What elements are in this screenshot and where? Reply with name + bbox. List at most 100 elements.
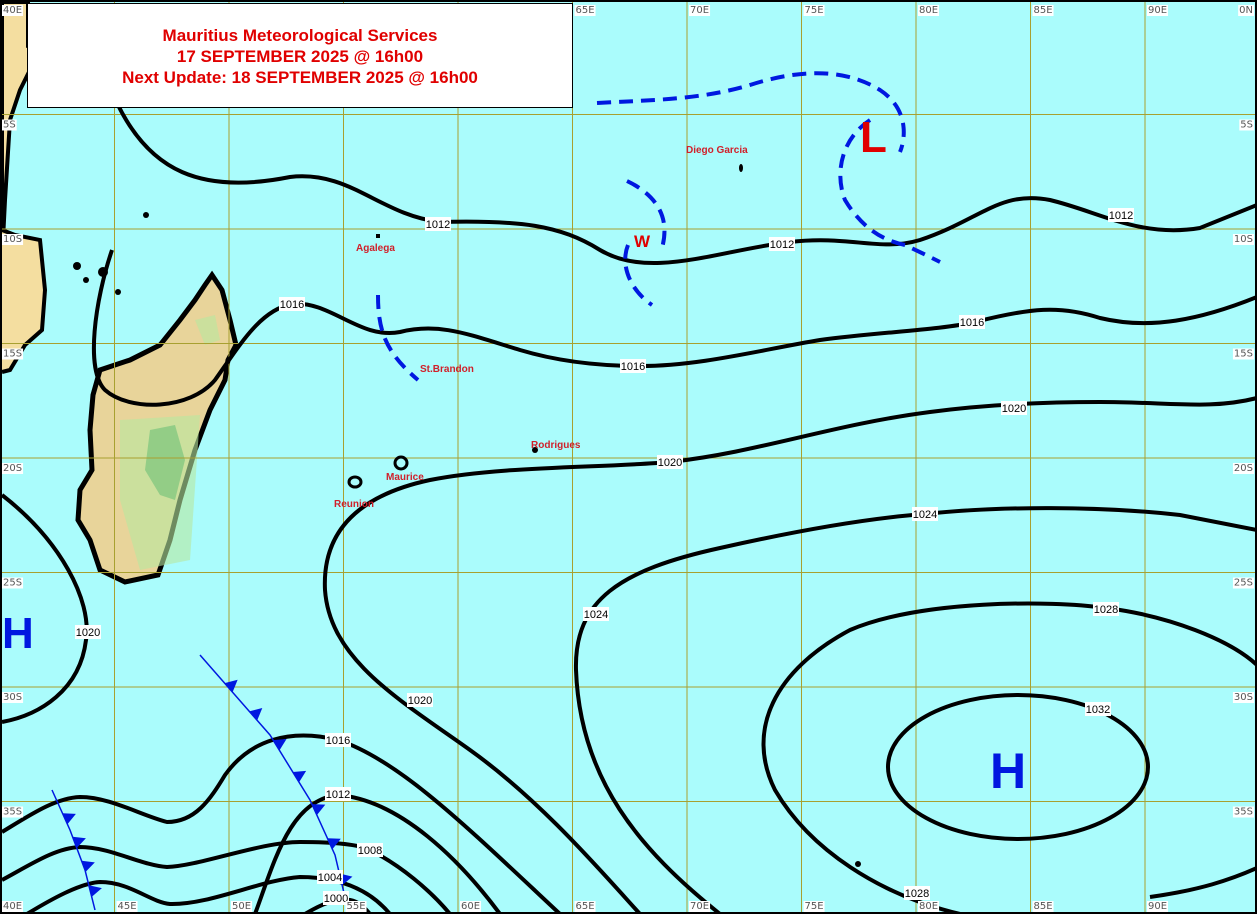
isobar-1032: [886, 693, 1150, 841]
isobar-label-bg: [1001, 401, 1027, 415]
isobar-label-bg: [904, 886, 930, 900]
lat-label-left: 15S: [3, 349, 22, 360]
isobar-1024: [573, 506, 1257, 914]
isobar-1020-west: [0, 493, 89, 724]
cold-front-triangle: [249, 707, 263, 721]
lat-label-right: 30S: [1234, 692, 1253, 703]
cold-front-triangle: [88, 885, 102, 897]
isobar-label: 1004: [318, 872, 342, 884]
lat-label-right: 35S: [1234, 807, 1253, 818]
lat-label-left: 25S: [3, 578, 22, 589]
lat-label-right: 25S: [1234, 578, 1253, 589]
lat-label-right: 10S: [1234, 234, 1253, 245]
isobar-1028: [761, 601, 1257, 914]
troughs: [376, 71, 941, 382]
isobar-label-bg: [407, 693, 433, 707]
lon-label-top: 80E: [919, 5, 938, 16]
isobar-label: 1008: [358, 845, 382, 857]
isobar-label: 1024: [584, 609, 608, 621]
cold-front-triangle: [62, 813, 76, 825]
trough-st-brandon: [376, 294, 420, 382]
lon-label-bottom: 70E: [690, 901, 709, 912]
madagascar-vegetation: [120, 315, 220, 570]
place-diego-garcia: Diego Garcia: [686, 145, 748, 156]
lat-label-left: 20S: [3, 463, 22, 474]
isobar-label-bg: [583, 607, 609, 621]
title-box: Mauritius Meteorological Services 17 SEP…: [27, 3, 573, 108]
lon-label-top: 85E: [1034, 5, 1053, 16]
cold-front-west: [51, 789, 96, 911]
trough-north: [596, 71, 906, 153]
cold-front-triangle: [292, 770, 307, 783]
lat-label-right: 0N: [1239, 5, 1253, 16]
isobar-label: 1016: [280, 299, 304, 311]
lon-label-top: 65E: [576, 5, 595, 16]
isobar-label: 1016: [621, 361, 645, 373]
lon-label-bottom: 85E: [1034, 901, 1053, 912]
low-pressure-center: L: [860, 113, 887, 162]
place-rodrigues: Rodrigues: [531, 440, 581, 451]
lon-label-bottom: 65E: [576, 901, 595, 912]
lon-label-top: 70E: [690, 5, 709, 16]
cold-front-triangle: [81, 860, 95, 873]
isobar-label-bg: [959, 315, 985, 329]
lat-label-right: 5S: [1240, 120, 1253, 131]
lon-label-bottom: 50E: [232, 901, 251, 912]
isobar-label: 1028: [905, 888, 929, 900]
isobar-label-bg: [357, 843, 383, 857]
trough-low: [838, 118, 941, 264]
isobar-label: 1012: [770, 239, 794, 251]
isobar-label: 1020: [76, 627, 100, 639]
isobar-label-bg: [425, 217, 451, 231]
isobar-label-bg: [657, 455, 683, 469]
isobar-label-bg: [1108, 208, 1134, 222]
isobar-1020: [322, 396, 1257, 914]
lon-label-bottom: 80E: [919, 901, 938, 912]
lon-label-top: 90E: [1148, 5, 1167, 16]
isobar-label: 1032: [1086, 704, 1110, 716]
lon-label-bottom: 90E: [1148, 901, 1167, 912]
trough-w-lower: [623, 244, 654, 307]
isobar-label: 1012: [1109, 210, 1133, 222]
cold-front-triangle: [224, 679, 238, 693]
isobar-label: 1024: [913, 509, 937, 521]
isobar-label-bg: [1085, 702, 1111, 716]
isobar-label: 1012: [326, 789, 350, 801]
agency-name: Mauritius Meteorological Services: [162, 26, 438, 45]
station-markers: [347, 164, 861, 867]
isobar-1008-sw: [1, 839, 452, 914]
lon-label-bottom: 55E: [347, 901, 366, 912]
isobar-1012-north: [116, 104, 1257, 266]
lon-label-bottom: 45E: [118, 901, 137, 912]
next-update: Next Update: 18 SEPTEMBER 2025 @ 16h00: [122, 68, 478, 87]
lat-label-left: 30S: [3, 692, 22, 703]
isobar-label: 1028: [1094, 604, 1118, 616]
isobar-1016-north: [91, 249, 1257, 407]
lon-label-top: 75E: [805, 5, 824, 16]
valid-time: 17 SEPTEMBER 2025 @ 16h00: [176, 47, 424, 66]
lat-label-right: 20S: [1234, 463, 1253, 474]
place-maurice: Maurice: [386, 472, 424, 483]
place-reunion: Reunion: [334, 499, 374, 510]
lat-label-left: 5S: [3, 120, 16, 131]
lat-label-left: 10S: [3, 234, 22, 245]
isobar-label: 1016: [326, 735, 350, 747]
high-pressure-center-east: H: [990, 743, 1026, 799]
place-agalega: Agalega: [356, 243, 395, 254]
isobar-label-bg: [317, 870, 343, 884]
lon-label-bottom: 60E: [461, 901, 480, 912]
isobar-label-bg: [279, 297, 305, 311]
isobar-label: 1020: [408, 695, 432, 707]
cold-front-triangle: [311, 804, 326, 816]
isobar-label-bg: [769, 237, 795, 251]
isobar-1028-se: [1149, 866, 1257, 899]
lon-label-bottom: 75E: [805, 901, 824, 912]
high-pressure-center-west: H: [2, 609, 34, 658]
isobar-label: 1000: [324, 893, 348, 905]
isobar-label-bg: [323, 891, 349, 905]
isobar-label: 1012: [426, 219, 450, 231]
